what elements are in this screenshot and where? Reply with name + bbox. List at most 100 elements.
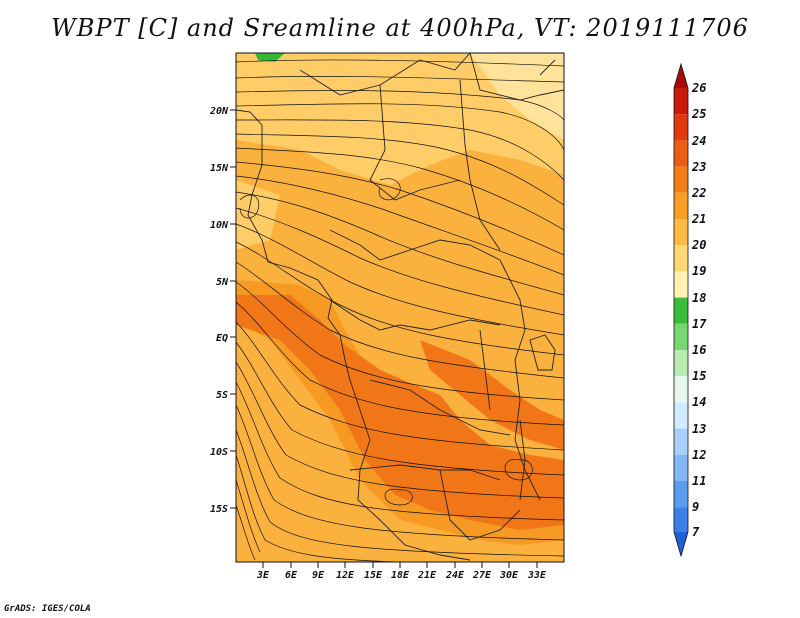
streamline: [236, 261, 564, 379]
streamline: [236, 90, 564, 121]
colorbar-label: 25: [691, 107, 706, 121]
border-sudan: [459, 79, 501, 251]
colorbar-label: 21: [691, 212, 706, 226]
colorbar-label: 9: [692, 500, 699, 514]
colorbar-label: 16: [692, 343, 706, 357]
colorbar-swatch: [674, 219, 688, 246]
streamline: [236, 241, 564, 356]
colorbar-label: 12: [692, 448, 706, 462]
colorbar-swatch: [674, 428, 688, 455]
streamline: [236, 301, 564, 426]
streamline: [236, 103, 564, 151]
vortex: [239, 194, 260, 219]
colorbar-label: 18: [692, 291, 706, 305]
x-tick-label: 33E: [527, 570, 547, 581]
coast-nile: [539, 59, 556, 76]
y-tick-label: EQ: [216, 333, 228, 344]
colorbar-swatch: [674, 323, 688, 350]
colorbar-label: 17: [692, 317, 707, 331]
colorbar-swatch: [674, 376, 688, 403]
streamline: [236, 454, 401, 562]
y-tick-label: 10S: [210, 447, 228, 458]
colorbar-label: 13: [692, 422, 706, 436]
y-tick-label: 20N: [209, 106, 229, 117]
credit-text: GrADS: IGES/COLA: [4, 604, 91, 614]
streamline: [236, 404, 564, 541]
y-axis: 20N 15N 10N 5N EQ 5S 10S 15S: [209, 106, 236, 515]
x-tick-label: 30E: [499, 570, 519, 581]
y-tick-label: 15N: [210, 163, 229, 174]
y-tick-label: 10N: [210, 220, 229, 231]
fill-green-patch: [255, 53, 285, 62]
x-tick-label: 6E: [285, 570, 298, 581]
streamline: [236, 429, 564, 557]
vortex: [384, 488, 413, 506]
x-tick-label: 18E: [391, 570, 410, 581]
colorbar-swatch: [674, 297, 688, 324]
chart-title: WBPT [C] and Sreamline at 400hPa, VT: 20…: [51, 14, 749, 42]
colorbar-label: 24: [691, 134, 706, 148]
colorbar-label: 14: [692, 395, 706, 409]
x-tick-label: 27E: [472, 570, 492, 581]
colorbar-bottom-arrow: [674, 532, 688, 556]
colorbar-label: 15: [692, 369, 706, 383]
x-tick-label: 24E: [445, 570, 465, 581]
streamline: [236, 59, 564, 67]
border-car: [329, 229, 501, 261]
streamline: [236, 207, 564, 316]
x-tick-label: 9E: [312, 570, 325, 581]
streamline: [236, 504, 256, 561]
x-tick-label: 15E: [364, 570, 383, 581]
colorbar-swatch: [674, 481, 688, 508]
x-axis: 3E 6E 9E 12E 15E 18E 21E 24E 27E 30E 33E: [256, 562, 547, 581]
colorbar-swatch: [674, 402, 688, 429]
streamline: [236, 281, 564, 401]
border-drc-south: [369, 379, 511, 436]
colorbar-swatch: [674, 245, 688, 272]
colorbar-swatch: [674, 140, 688, 167]
streamline: [236, 119, 564, 181]
colorbar-swatch: [674, 114, 688, 141]
streamline: [236, 479, 261, 553]
vortex: [504, 459, 533, 481]
border-zambia: [439, 469, 521, 541]
colorbar-label: 20: [691, 238, 706, 252]
fill-band-22-east: [420, 340, 564, 450]
colorbar-label: 26: [691, 81, 706, 95]
streamline: [236, 175, 564, 276]
border-east: [499, 259, 541, 501]
lake-victoria: [529, 334, 556, 371]
streamline: [236, 321, 564, 451]
lake-tanganyika: [479, 329, 491, 411]
x-tick-label: 3E: [256, 570, 270, 581]
temperature-fill: [236, 53, 564, 562]
y-tick-label: 5S: [216, 390, 228, 401]
colorbar-label: 22: [691, 186, 706, 200]
colorbar-top-arrow: [674, 64, 688, 88]
vortex: [378, 178, 401, 201]
border-chad: [369, 84, 461, 201]
streamlines: [236, 59, 564, 562]
fill-north-light: [236, 53, 564, 185]
colorbar-swatch: [674, 166, 688, 193]
colorbar-swatch: [674, 454, 688, 481]
y-tick-label: 5N: [216, 277, 229, 288]
streamline: [236, 76, 564, 83]
streamline: [236, 223, 564, 336]
border-congo: [329, 299, 501, 331]
colorbar-swatch: [674, 350, 688, 377]
colorbar: 26 25 24 23 22 21 20 19 18 17 16 15 14 1…: [673, 62, 707, 558]
streamline: [236, 361, 564, 499]
streamline: [236, 191, 564, 296]
colorbar-outline: [673, 62, 689, 558]
streamline: [236, 147, 564, 231]
x-tick-label: 21E: [417, 570, 437, 581]
colorbar-swatch: [674, 88, 688, 115]
colorbar-swatch: [674, 192, 688, 219]
colorbar-label: 11: [692, 474, 706, 488]
colorbar-swatch: [674, 507, 688, 532]
colorbar-label: 19: [692, 264, 706, 278]
streamline: [236, 381, 564, 521]
x-tick-label: 12E: [336, 570, 355, 581]
